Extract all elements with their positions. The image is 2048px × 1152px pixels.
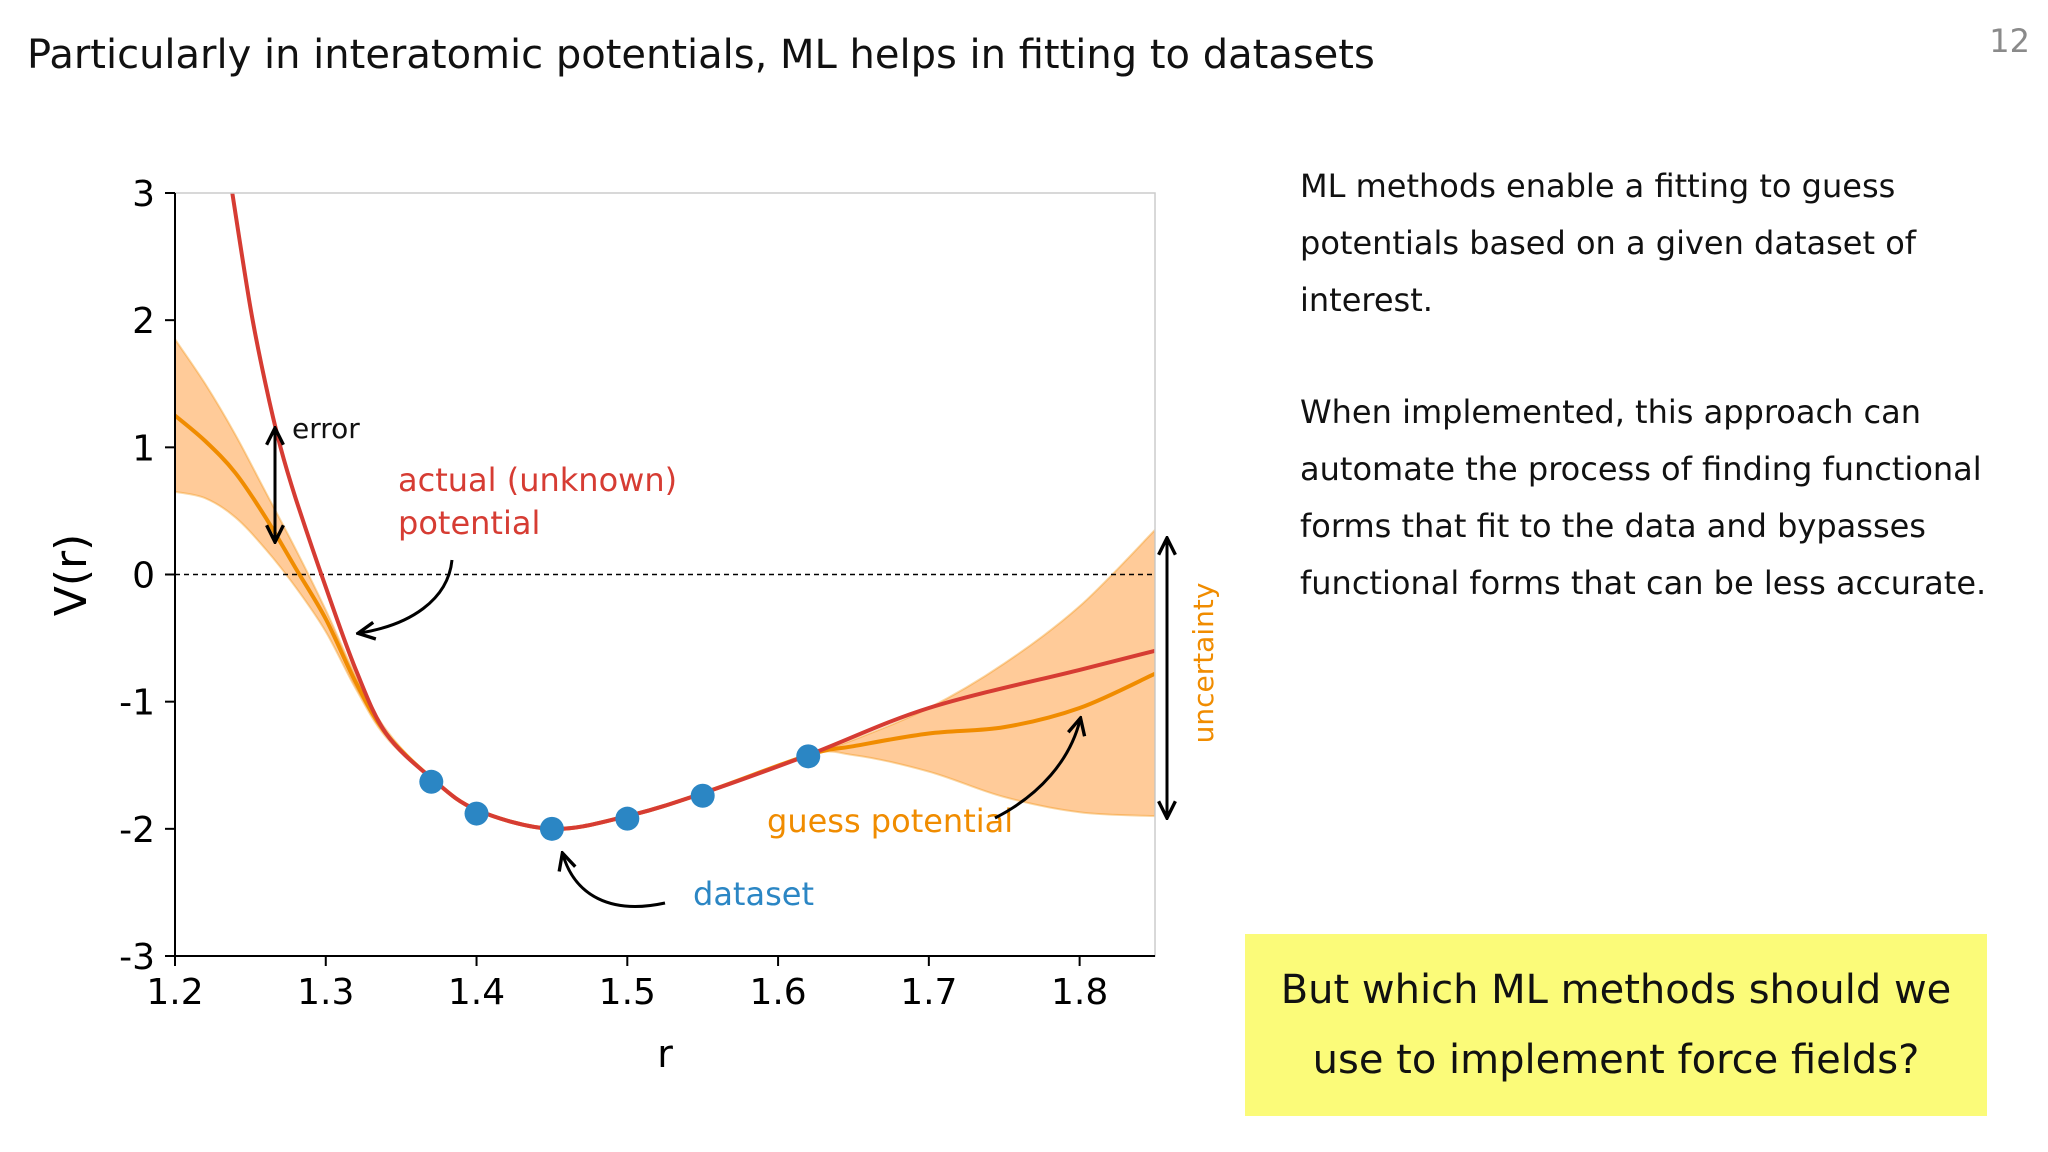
x-tick-label: 1.4 [448, 972, 505, 1013]
dataset-point [539, 816, 564, 841]
page-number: 12 [1989, 22, 2030, 60]
y-tick-label: 3 [132, 174, 155, 215]
dataset-point [419, 769, 444, 794]
error-label: error [292, 412, 360, 445]
uncertainty-band [175, 337, 1155, 830]
dataset-arrow [563, 855, 666, 908]
dataset-point [615, 806, 640, 831]
x-tick-label: 1.2 [146, 972, 203, 1013]
actual-potential-arrow [360, 559, 454, 633]
callout-text: But which ML methods should we use to im… [1280, 967, 1952, 1083]
potential-chart: 1.2 1.3 1.4 1.5 1.6 1.7 1.8 3 2 1 0 -1 -2 -3 r V(r) e… [46, 174, 1220, 1076]
uncertainty-label: uncertainty [1187, 583, 1220, 744]
y-tick-label: -1 [119, 683, 155, 724]
slide-title: Particularly in interatomic potentials, … [27, 32, 1375, 78]
guess-potential-label: guess potential [767, 802, 1013, 840]
paragraph-1: ML methods enable a fitting to guess pot… [1300, 167, 1917, 319]
y-tick-label: 2 [132, 301, 155, 342]
dataset-label: dataset [693, 875, 814, 913]
paragraph-2: When implemented, this approach can auto… [1300, 393, 1987, 602]
x-tick-label: 1.3 [297, 972, 354, 1013]
x-axis-label: r [657, 1032, 673, 1076]
guess-potential-arrow [994, 720, 1080, 820]
y-tick-label: -3 [119, 937, 155, 978]
dataset-point [690, 783, 715, 808]
dataset-point [796, 744, 821, 769]
y-tick-label: 1 [132, 428, 155, 469]
body-text: ML methods enable a fitting to guess pot… [1300, 158, 2030, 667]
dataset-point [464, 801, 489, 826]
actual-potential-label-line2: potential [398, 504, 540, 542]
actual-potential-label-line1: actual (unknown) [398, 461, 677, 499]
x-tick-label: 1.6 [749, 972, 806, 1013]
y-tick-label: -2 [119, 810, 155, 851]
x-tick-label: 1.7 [900, 972, 957, 1013]
x-tick-label: 1.8 [1051, 972, 1108, 1013]
x-tick-label: 1.5 [599, 972, 656, 1013]
callout-box: But which ML methods should we use to im… [1245, 934, 1987, 1116]
y-axis-label: V(r) [46, 534, 97, 617]
y-tick-label: 0 [132, 556, 155, 597]
